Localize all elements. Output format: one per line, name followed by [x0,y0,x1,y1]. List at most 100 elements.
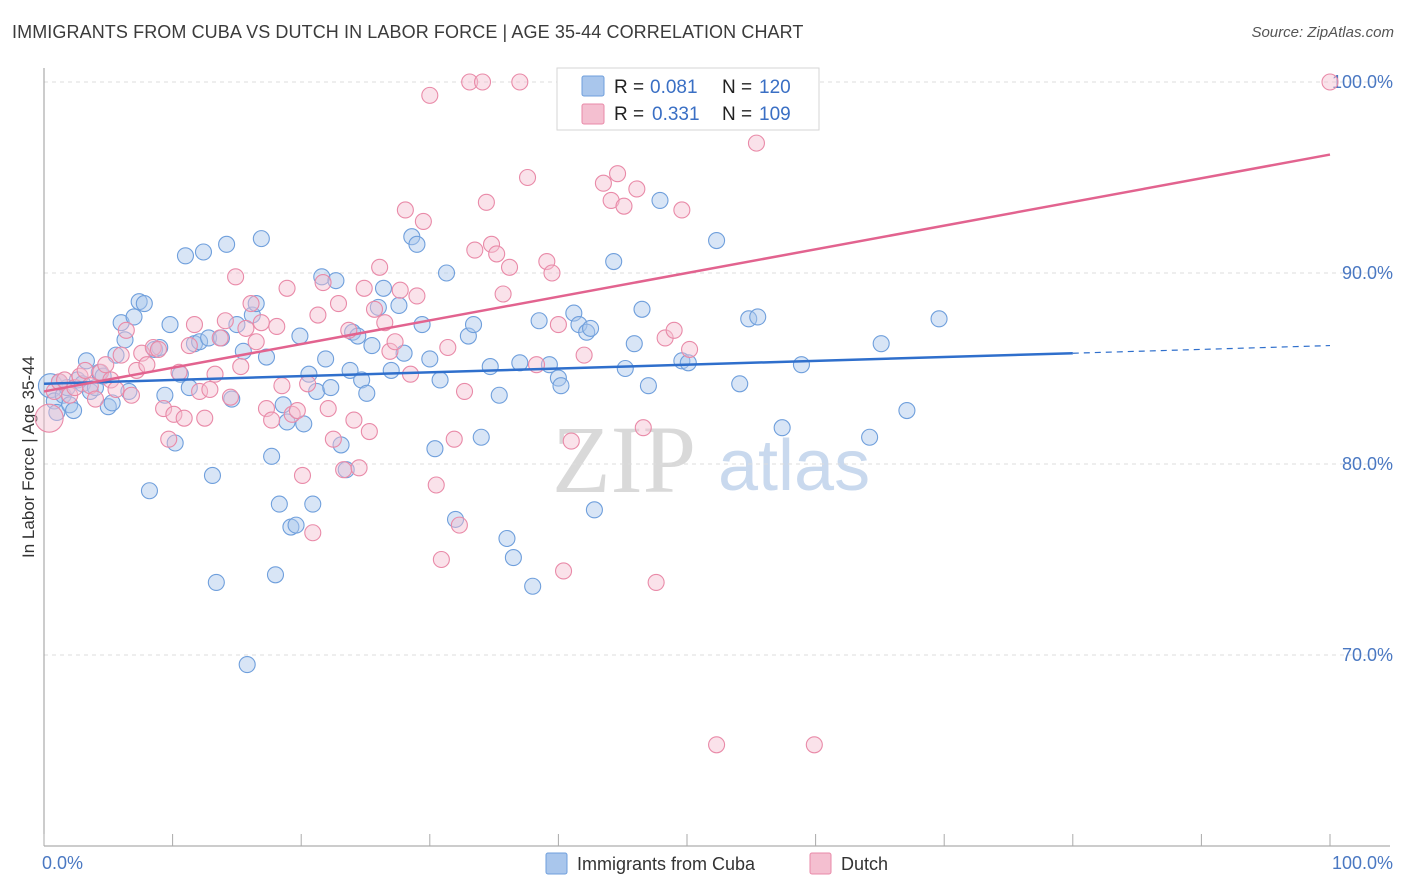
dutch-point [149,340,168,358]
dutch-point [34,403,64,433]
dutch-point [562,432,580,450]
dutch-point [708,736,726,754]
dutch-point [324,430,342,448]
dutch-point [278,279,296,297]
dutch-point [488,245,506,263]
cuba-point [625,335,643,353]
legend-r-label-pink: R = [614,104,644,125]
cuba-point [135,295,153,313]
dutch-point [609,165,627,183]
cuba-point [218,235,236,253]
y-tick-label-80: 80.0% [1342,454,1393,474]
dutch-point [97,356,115,374]
cuba-point [421,350,439,368]
legend-box: R = 0.081 N = 120 R = 0.331 N = 109 [556,67,820,131]
dutch-point [191,382,209,400]
y-axis-label: In Labor Force | Age 35-44 [19,356,38,558]
cuba-point [257,348,276,366]
cuba-point [125,308,143,326]
dutch-point [628,180,646,198]
cuba-point [140,482,159,500]
dutch-point [335,461,353,479]
dutch-point [518,168,537,187]
cuba-point [708,231,726,250]
cuba-point [327,272,345,290]
bottom-legend-swatch-blue [545,852,568,875]
dutch-point [268,317,286,336]
cuba-point [270,495,288,513]
cuba-point [490,386,508,404]
x-ticks [43,834,1331,846]
cuba-point [207,573,225,591]
cuba-point [651,191,669,209]
dutch-point [345,411,363,429]
cuba-point [498,529,516,548]
dutch-point [288,401,306,420]
bottom-legend-label-blue: Immigrants from Cuba [577,854,756,874]
cuba-point [200,329,218,347]
legend-swatch-blue [581,75,605,97]
y-tick-label-100: 100.0% [1332,72,1393,92]
x-tick-label-0: 0.0% [42,853,83,873]
dutch-point [466,241,484,259]
cuba-point [413,316,431,334]
cuba-point [263,447,281,465]
cuba-point [247,295,265,313]
cuba-point [317,350,335,368]
legend-n-value-blue: 120 [759,77,791,98]
cuba-point [524,577,542,595]
cuba-point [464,316,483,334]
cuba-point [749,308,767,326]
cuba-point [930,310,948,328]
dutch-point [673,201,691,219]
cuba-point [530,312,548,330]
cuba-point [156,386,174,404]
cuba-point [633,300,651,318]
cuba-point [191,333,209,351]
cuba-point [581,319,600,337]
dutch-point [439,338,457,357]
dutch-point [117,321,135,339]
dutch-point [665,321,683,339]
dutch-point [455,382,474,400]
dutch-point [211,329,229,347]
dutch-point [511,73,529,91]
dutch-point [365,300,384,318]
cuba-point [382,361,400,379]
y-tick-label-70: 70.0% [1342,645,1393,665]
dutch-point [647,573,665,591]
dutch-point [482,235,501,253]
dutch-point [494,285,512,303]
dutch-point [329,295,348,313]
legend-swatch-pink [581,103,605,125]
cuba-point [374,279,393,297]
dutch-point [155,400,173,418]
cuba-point [504,549,522,567]
dutch-point [594,174,612,192]
dutch-point [414,212,432,230]
dutch-point [180,337,198,355]
dutch-point [360,422,378,441]
cuba-point [194,243,213,261]
cuba-point [616,359,634,378]
cuba-point [898,401,916,420]
dutch-point [221,388,240,406]
legend-n-label-blue: N = [722,77,752,98]
dutch-point [273,377,291,395]
cuba-point [363,337,381,355]
dutch-point [160,430,178,448]
trend-lines [43,153,1331,393]
watermark-atlas: atlas [718,426,870,506]
dutch-point [112,346,130,364]
dutch-point [86,390,104,408]
cuba-point [408,235,426,253]
dutch-trend-line [43,153,1331,393]
cuba-point [437,264,456,282]
cuba-point [481,358,499,376]
dutch-point [304,524,322,542]
dutch-point [477,193,495,211]
dutch-point [575,346,593,364]
dutch-point [237,319,255,337]
cuba-point [872,335,890,353]
legend-r-label-blue: R = [614,77,644,98]
